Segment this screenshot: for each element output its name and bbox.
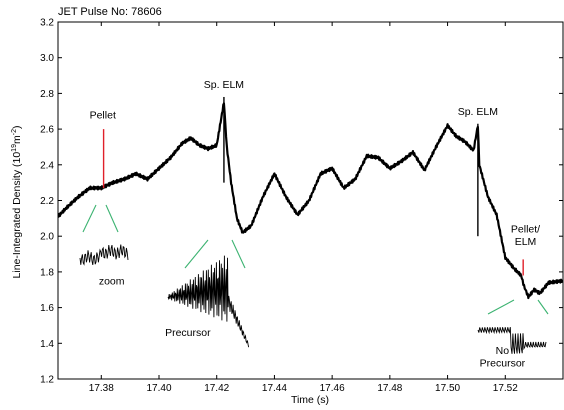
chart-title: JET Pulse No: 78606 (58, 6, 162, 18)
y-tick-label: 1.4 (40, 339, 54, 350)
series-line (57, 102, 564, 300)
x-tick-label: 17.42 (204, 383, 229, 394)
x-tick-label: 17.40 (146, 383, 171, 394)
inset-zoom-trace (79, 244, 129, 266)
x-tick-label: 17.48 (377, 383, 402, 394)
connector-line (231, 239, 246, 269)
y-tick-label: 3.2 (40, 18, 54, 29)
annotation-label: Sp. ELM (458, 106, 498, 118)
inset-precursor-trace (167, 255, 250, 348)
x-tick-label: 17.38 (89, 383, 114, 394)
x-tick-label: 17.50 (435, 383, 460, 394)
annotation-label: Sp. ELM (204, 79, 244, 91)
y-axis-label: Line-Integrated Density (1019m-2) (11, 126, 23, 279)
annotation-label: ELM (515, 236, 537, 248)
y-tick-label: 2.6 (40, 125, 54, 136)
annotation-label: No (496, 345, 510, 357)
y-tick-label: 2.4 (40, 160, 54, 171)
annotation-label: Pellet (90, 109, 116, 121)
annotation-label: Precursor (480, 358, 526, 370)
x-tick-label: 17.46 (320, 383, 345, 394)
y-tick-label: 2.0 (40, 232, 54, 243)
y-tick-label: 1.8 (40, 267, 54, 278)
inset-no-precursor-trace (477, 327, 547, 354)
connector-line (105, 204, 119, 233)
y-tick-label: 2.8 (40, 89, 54, 100)
annotations: Pellet Sp. ELM Sp. ELM Pellet/ELM zoom Precur… (90, 79, 541, 369)
annotation-label: Pellet/ (511, 224, 540, 236)
y-tick-label: 2.2 (40, 196, 54, 207)
x-axis-label: Time (s) (291, 394, 329, 405)
inset-traces (79, 244, 547, 354)
x-tick-label: 17.52 (493, 383, 518, 394)
y-tick-label: 3.0 (40, 53, 54, 64)
annotation-label: Precursor (165, 327, 211, 339)
event-markers (102, 129, 524, 276)
connector-line (184, 239, 209, 269)
series-layer (57, 96, 564, 300)
connector-line (82, 204, 97, 233)
x-axis: 17.38 17.40 17.42 17.44 17.46 17.48 17.50 17.52 (89, 22, 518, 394)
connector-line (487, 299, 515, 315)
y-axis: 1.2 1.4 1.6 1.8 2.0 2.2 2.4 2.6 2.8 3.0 3.2 (40, 18, 563, 386)
connector-line (537, 299, 549, 315)
x-tick-label: 17.44 (262, 383, 287, 394)
y-tick-label: 1.6 (40, 303, 54, 314)
annotation-label: zoom (99, 275, 125, 287)
connector-lines (82, 204, 549, 315)
y-tick-label: 1.2 (40, 375, 54, 386)
